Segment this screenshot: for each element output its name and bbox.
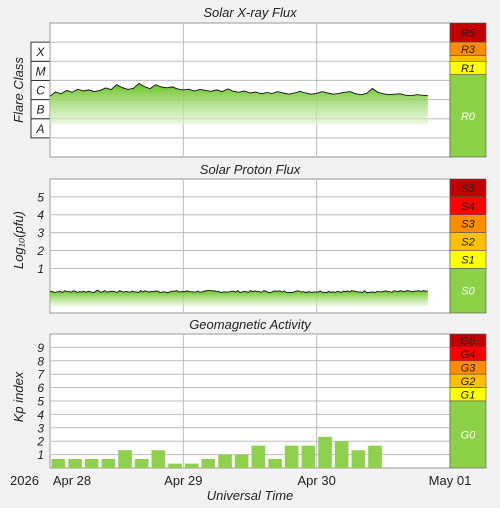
kp-bar (301, 445, 316, 468)
xray-ylabel: Flare Class (11, 57, 26, 123)
kp-ytick-label: 3 (37, 421, 44, 435)
scale-band-label: R3 (461, 44, 476, 56)
geomagnetic-panel: Geomagnetic Activity Kp index 123456789 … (11, 317, 487, 469)
kp-bar (84, 459, 99, 468)
kp-bar (318, 436, 332, 468)
scale-band-label: R5 (461, 28, 476, 40)
flare-class-label: A (35, 122, 44, 136)
scale-band-label: R0 (461, 111, 476, 123)
geomagnetic-panel-title: Geomagnetic Activity (189, 317, 312, 332)
scale-band (449, 55, 487, 62)
x-axis-year: 2026 (10, 473, 39, 488)
xray-panel-title: Solar X-ray Flux (203, 5, 297, 20)
scale-band-label: G0 (461, 430, 477, 442)
scale-band-label: R1 (461, 63, 475, 75)
flare-class-label: M (36, 64, 46, 78)
kp-ytick-label: 9 (37, 341, 44, 355)
kp-bars (51, 436, 382, 468)
flare-class-label: X (35, 45, 45, 59)
x-tick-label: Apr 30 (298, 473, 336, 488)
xray-flux-area (50, 83, 428, 125)
proton-ylabel: Log₁₀(pfu) (11, 211, 26, 269)
x-axis-label: Universal Time (207, 488, 294, 503)
x-axis: 2026 Apr 28 Apr 29 Apr 30 May 01 Universal … (10, 473, 471, 503)
kp-bar (351, 450, 366, 468)
kp-bar (201, 459, 216, 468)
kp-gridlines (50, 334, 450, 468)
kp-bar (234, 454, 249, 468)
kp-ytick-label: 4 (37, 408, 44, 422)
scale-band-label: S4 (461, 201, 474, 213)
kp-bar (51, 459, 66, 468)
xray-flux-line (49, 82, 428, 97)
proton-ytick-label: 4 (37, 208, 44, 222)
kp-ytick-label: 1 (37, 448, 44, 462)
kp-bar (134, 459, 149, 468)
kp-ytick-label: 5 (37, 395, 44, 409)
x-tick-label: Apr 28 (53, 473, 91, 488)
kp-bar (101, 459, 116, 468)
proton-ytick-label: 5 (37, 190, 44, 204)
kp-bar (268, 459, 282, 468)
kp-bar (68, 459, 82, 468)
kp-bar (118, 450, 132, 468)
scale-band-label: G4 (461, 349, 476, 361)
proton-gridlines (50, 179, 450, 313)
solar-radiation-scale: S5 S4 S3 S2 S1 S0 (449, 178, 487, 314)
proton-yaxis-ticks: 1 2 3 4 5 (36, 190, 44, 275)
kp-bar (284, 445, 299, 468)
scale-band-label: S1 (461, 254, 474, 266)
kp-bar (218, 454, 232, 468)
scale-band-label: G5 (461, 336, 477, 348)
x-tick-label: May 01 (429, 473, 472, 488)
scale-band-label: S0 (461, 286, 475, 298)
x-tick-label: Apr 29 (164, 473, 202, 488)
scale-band-label: G2 (461, 376, 476, 388)
proton-ytick-label: 1 (37, 262, 44, 276)
kp-bar (368, 445, 382, 468)
scale-band-label: S2 (461, 237, 474, 249)
scale-band (449, 74, 487, 158)
kp-ylabel: Kp index (11, 371, 26, 422)
scale-band (449, 400, 487, 469)
kp-bar (251, 445, 266, 468)
proton-ytick-label: 3 (37, 226, 44, 240)
proton-flux-line (49, 289, 428, 294)
proton-ytick-label: 2 (36, 244, 44, 258)
scale-band-label: S5 (461, 183, 475, 195)
proton-flux-area (50, 290, 428, 306)
kp-bar (334, 441, 349, 468)
kp-ytick-label: 6 (37, 381, 44, 395)
proton-panel-title: Solar Proton Flux (200, 162, 301, 177)
kp-bar (151, 450, 166, 468)
flare-class-label: B (36, 103, 44, 117)
scale-band-label: S3 (461, 219, 475, 231)
x-axis-ticks: Apr 28 Apr 29 Apr 30 May 01 (53, 473, 471, 488)
scale-band-label: G3 (461, 363, 477, 375)
scale-band (449, 268, 487, 314)
kp-ytick-label: 2 (36, 435, 44, 449)
kp-ytick-label: 7 (37, 368, 45, 382)
kp-bar (184, 463, 199, 468)
scale-band-label: G1 (461, 389, 476, 401)
radio-blackout-scale: R5 R3 R1 R0 (449, 22, 487, 158)
kp-bar (168, 463, 182, 468)
flare-class-label: C (36, 84, 45, 98)
kp-ytick-label: 8 (37, 354, 44, 368)
